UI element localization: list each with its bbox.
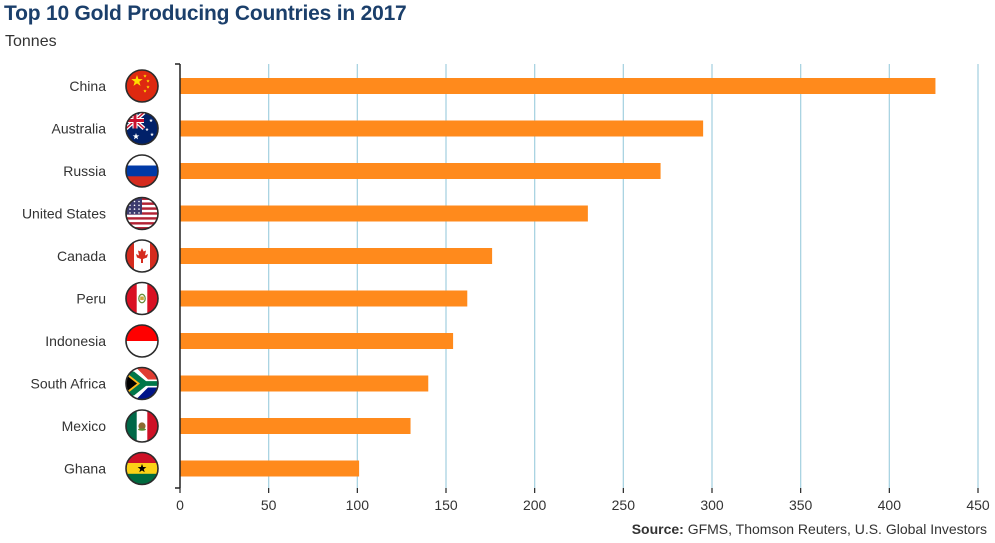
australia-flag-icon	[125, 111, 159, 146]
bar-australia	[180, 120, 704, 137]
ghana-flag-icon	[125, 451, 159, 486]
x-tick-label-450: 450	[966, 497, 990, 513]
united-states-flag-icon	[125, 196, 159, 231]
south-africa-flag-icon	[125, 366, 159, 401]
canada-flag-icon	[125, 239, 159, 273]
x-tick-label-200: 200	[523, 497, 547, 513]
bar-mexico	[180, 418, 411, 434]
bar-china	[180, 78, 936, 94]
source-note: Source: GFMS, Thomson Reuters, U.S. Glob…	[632, 521, 987, 537]
chart-subtitle: Tonnes	[5, 33, 57, 50]
category-label-australia: Australia	[52, 121, 107, 137]
flag-layer	[125, 69, 159, 486]
bar-indonesia	[180, 333, 454, 349]
x-tick-label-350: 350	[789, 497, 813, 513]
source-label: Source:	[631, 521, 684, 537]
category-label-mexico: Mexico	[62, 418, 107, 434]
x-tick-label-0: 0	[176, 497, 184, 513]
label-layer: 0 50 100 150 200 250 300 350 400 450 China Australi…	[22, 78, 990, 513]
category-label-south-africa: South Africa	[31, 376, 107, 392]
category-label-ghana: Ghana	[64, 461, 106, 477]
x-tick-label-100: 100	[346, 497, 370, 513]
category-label-canada: Canada	[57, 248, 106, 264]
bar-united-states	[180, 205, 588, 222]
x-tick-label-50: 50	[261, 497, 277, 513]
bar-south-africa	[180, 375, 429, 392]
bar-russia	[180, 163, 661, 179]
x-tick-label-300: 300	[700, 497, 724, 513]
x-tick-label-150: 150	[434, 497, 458, 513]
x-tick-label-400: 400	[878, 497, 902, 513]
category-label-united-states: United States	[22, 206, 106, 222]
axis-layer	[175, 63, 979, 493]
source-text: GFMS, Thomson Reuters, U.S. Global Inves…	[687, 521, 987, 537]
bar-peru	[180, 290, 468, 307]
category-label-china: China	[69, 78, 106, 94]
mexico-flag-icon	[125, 409, 159, 443]
x-tick-label-250: 250	[612, 497, 636, 513]
indonesia-flag-icon	[125, 324, 159, 358]
category-label-peru: Peru	[76, 291, 106, 307]
chart-title: Top 10 Gold Producing Countries in 2017	[4, 2, 407, 25]
bar-ghana	[180, 460, 360, 477]
category-label-indonesia: Indonesia	[45, 333, 106, 349]
bar-layer	[180, 78, 936, 477]
russia-flag-icon	[125, 154, 159, 188]
bar-canada	[180, 248, 493, 264]
china-flag-icon	[125, 69, 159, 103]
category-label-russia: Russia	[63, 163, 106, 179]
peru-flag-icon	[125, 281, 159, 316]
